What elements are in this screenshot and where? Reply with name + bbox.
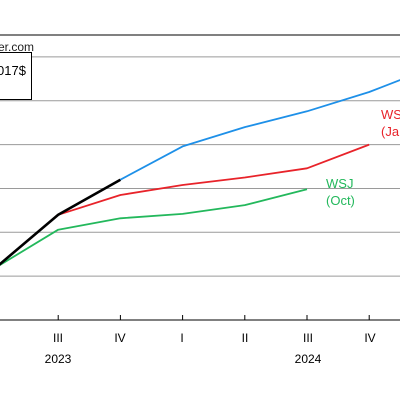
x-tick-label: III xyxy=(52,331,64,345)
series-label-wsj-oct: WSJ (Oct) xyxy=(326,176,355,208)
x-tick-label: I xyxy=(180,331,184,345)
source-label: er.com xyxy=(0,40,35,54)
units-box: 017$ xyxy=(0,52,32,100)
series-line xyxy=(0,188,308,267)
x-tick-label: III xyxy=(302,331,314,345)
series-line xyxy=(119,79,400,181)
x-tick-label: II xyxy=(241,331,249,345)
units-label: 017$ xyxy=(0,63,26,78)
x-tick-label: IV xyxy=(114,331,126,345)
year-label: 2023 xyxy=(44,352,72,366)
series-line xyxy=(0,178,122,266)
year-label: 2024 xyxy=(294,352,322,366)
x-tick-label: IV xyxy=(364,331,376,345)
series-line xyxy=(0,143,370,266)
series-label-wsj-jan: WSJ (Ja xyxy=(381,107,400,139)
